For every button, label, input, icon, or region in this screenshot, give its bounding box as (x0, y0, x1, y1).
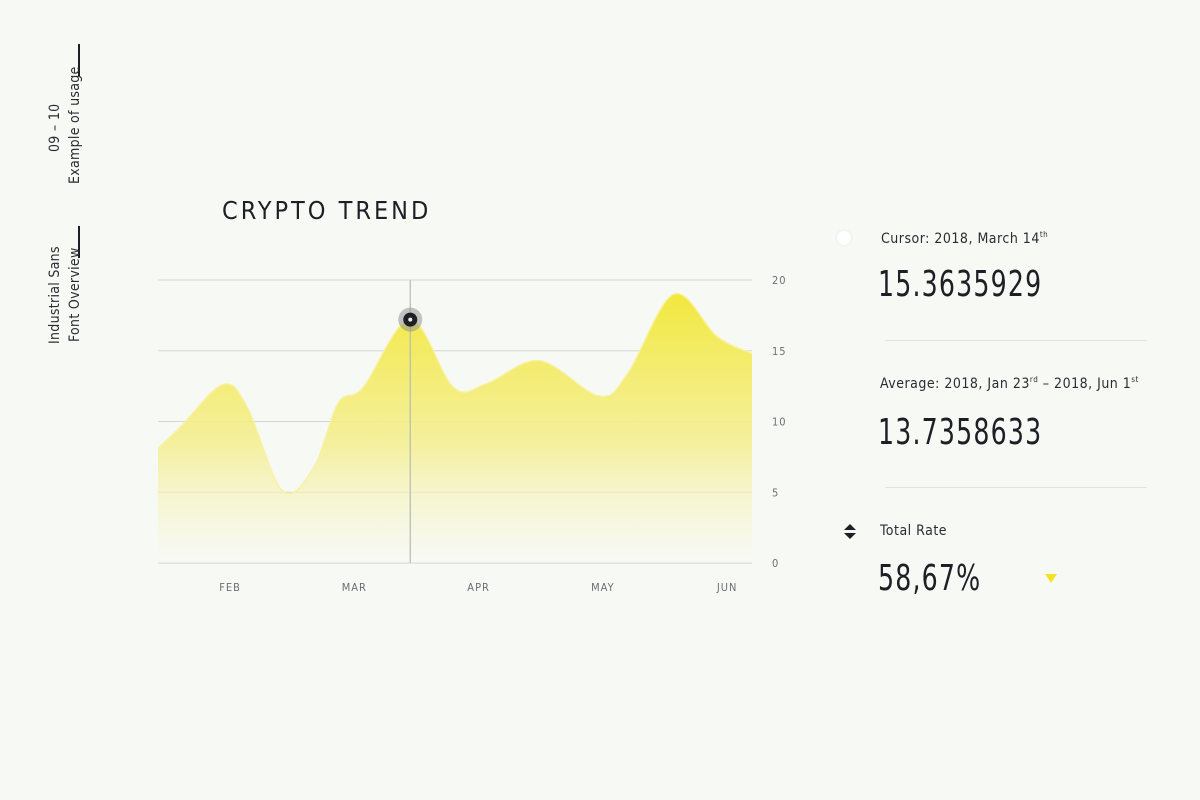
cursor-label-sup: th (1039, 230, 1049, 239)
average-label-a: Average: 2018, Jan 23 (880, 376, 1030, 392)
chart-title: CRYPTO TREND (222, 196, 432, 225)
x-tick-label: APR (467, 581, 490, 594)
divider-1 (885, 340, 1147, 341)
sort-icon (844, 524, 856, 539)
x-tick-label: JUN (716, 581, 738, 594)
side-top-group: 09 – 10 Example of usage (44, 44, 84, 184)
side-bottom-rule (78, 226, 80, 258)
side-bottom-group: Industrial Sans Font Overview (44, 226, 84, 346)
y-tick-label: 15 (772, 345, 787, 358)
rate-value: 58,67% (878, 558, 982, 599)
x-tick-label: MAR (342, 581, 367, 594)
cursor[interactable] (398, 280, 423, 563)
y-tick-label: 20 (772, 274, 787, 287)
area-series (157, 292, 753, 563)
rate-label: Total Rate (880, 523, 948, 539)
average-value: 13.7358633 (878, 412, 1043, 453)
x-tick-label: FEB (219, 581, 241, 594)
cursor-knob-center (408, 317, 413, 322)
average-sup-b: st (1131, 375, 1139, 384)
divider-2 (885, 487, 1147, 488)
side-top-rule (78, 44, 80, 76)
cursor-label-text: Cursor: 2018, March 14 (881, 231, 1040, 247)
average-sup-a: rd (1029, 375, 1039, 384)
y-tick-label: 10 (772, 416, 787, 429)
y-tick-label: 0 (772, 557, 779, 570)
average-label-b: – 2018, Jun 1 (1038, 376, 1132, 392)
rate-down-icon (1045, 574, 1057, 583)
x-tick-label: MAY (591, 581, 615, 594)
cursor-legend-dot (837, 231, 851, 245)
average-label: Average: 2018, Jan 23rd – 2018, Jun 1st (880, 375, 1139, 392)
cursor-label: Cursor: 2018, March 14th (881, 230, 1048, 247)
y-axis-ticks: 0 5 10 15 20 (772, 274, 787, 570)
cursor-value: 15.3635929 (878, 264, 1043, 305)
y-tick-label: 5 (772, 486, 779, 499)
x-axis-ticks: FEB MAR APR MAY JUN (219, 581, 738, 594)
area-fill (158, 293, 752, 563)
